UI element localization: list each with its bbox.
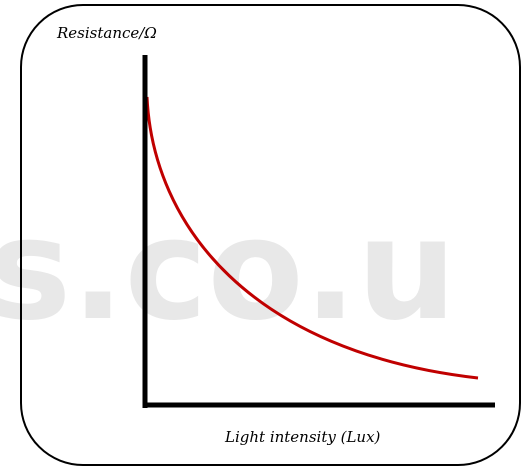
y-axis-label: Resistance/Ω xyxy=(56,24,157,42)
resistance-curve xyxy=(145,96,479,380)
x-axis-label: Light intensity (Lux) xyxy=(224,428,381,446)
frame xyxy=(20,4,521,466)
watermark: s.co.u xyxy=(0,189,457,352)
